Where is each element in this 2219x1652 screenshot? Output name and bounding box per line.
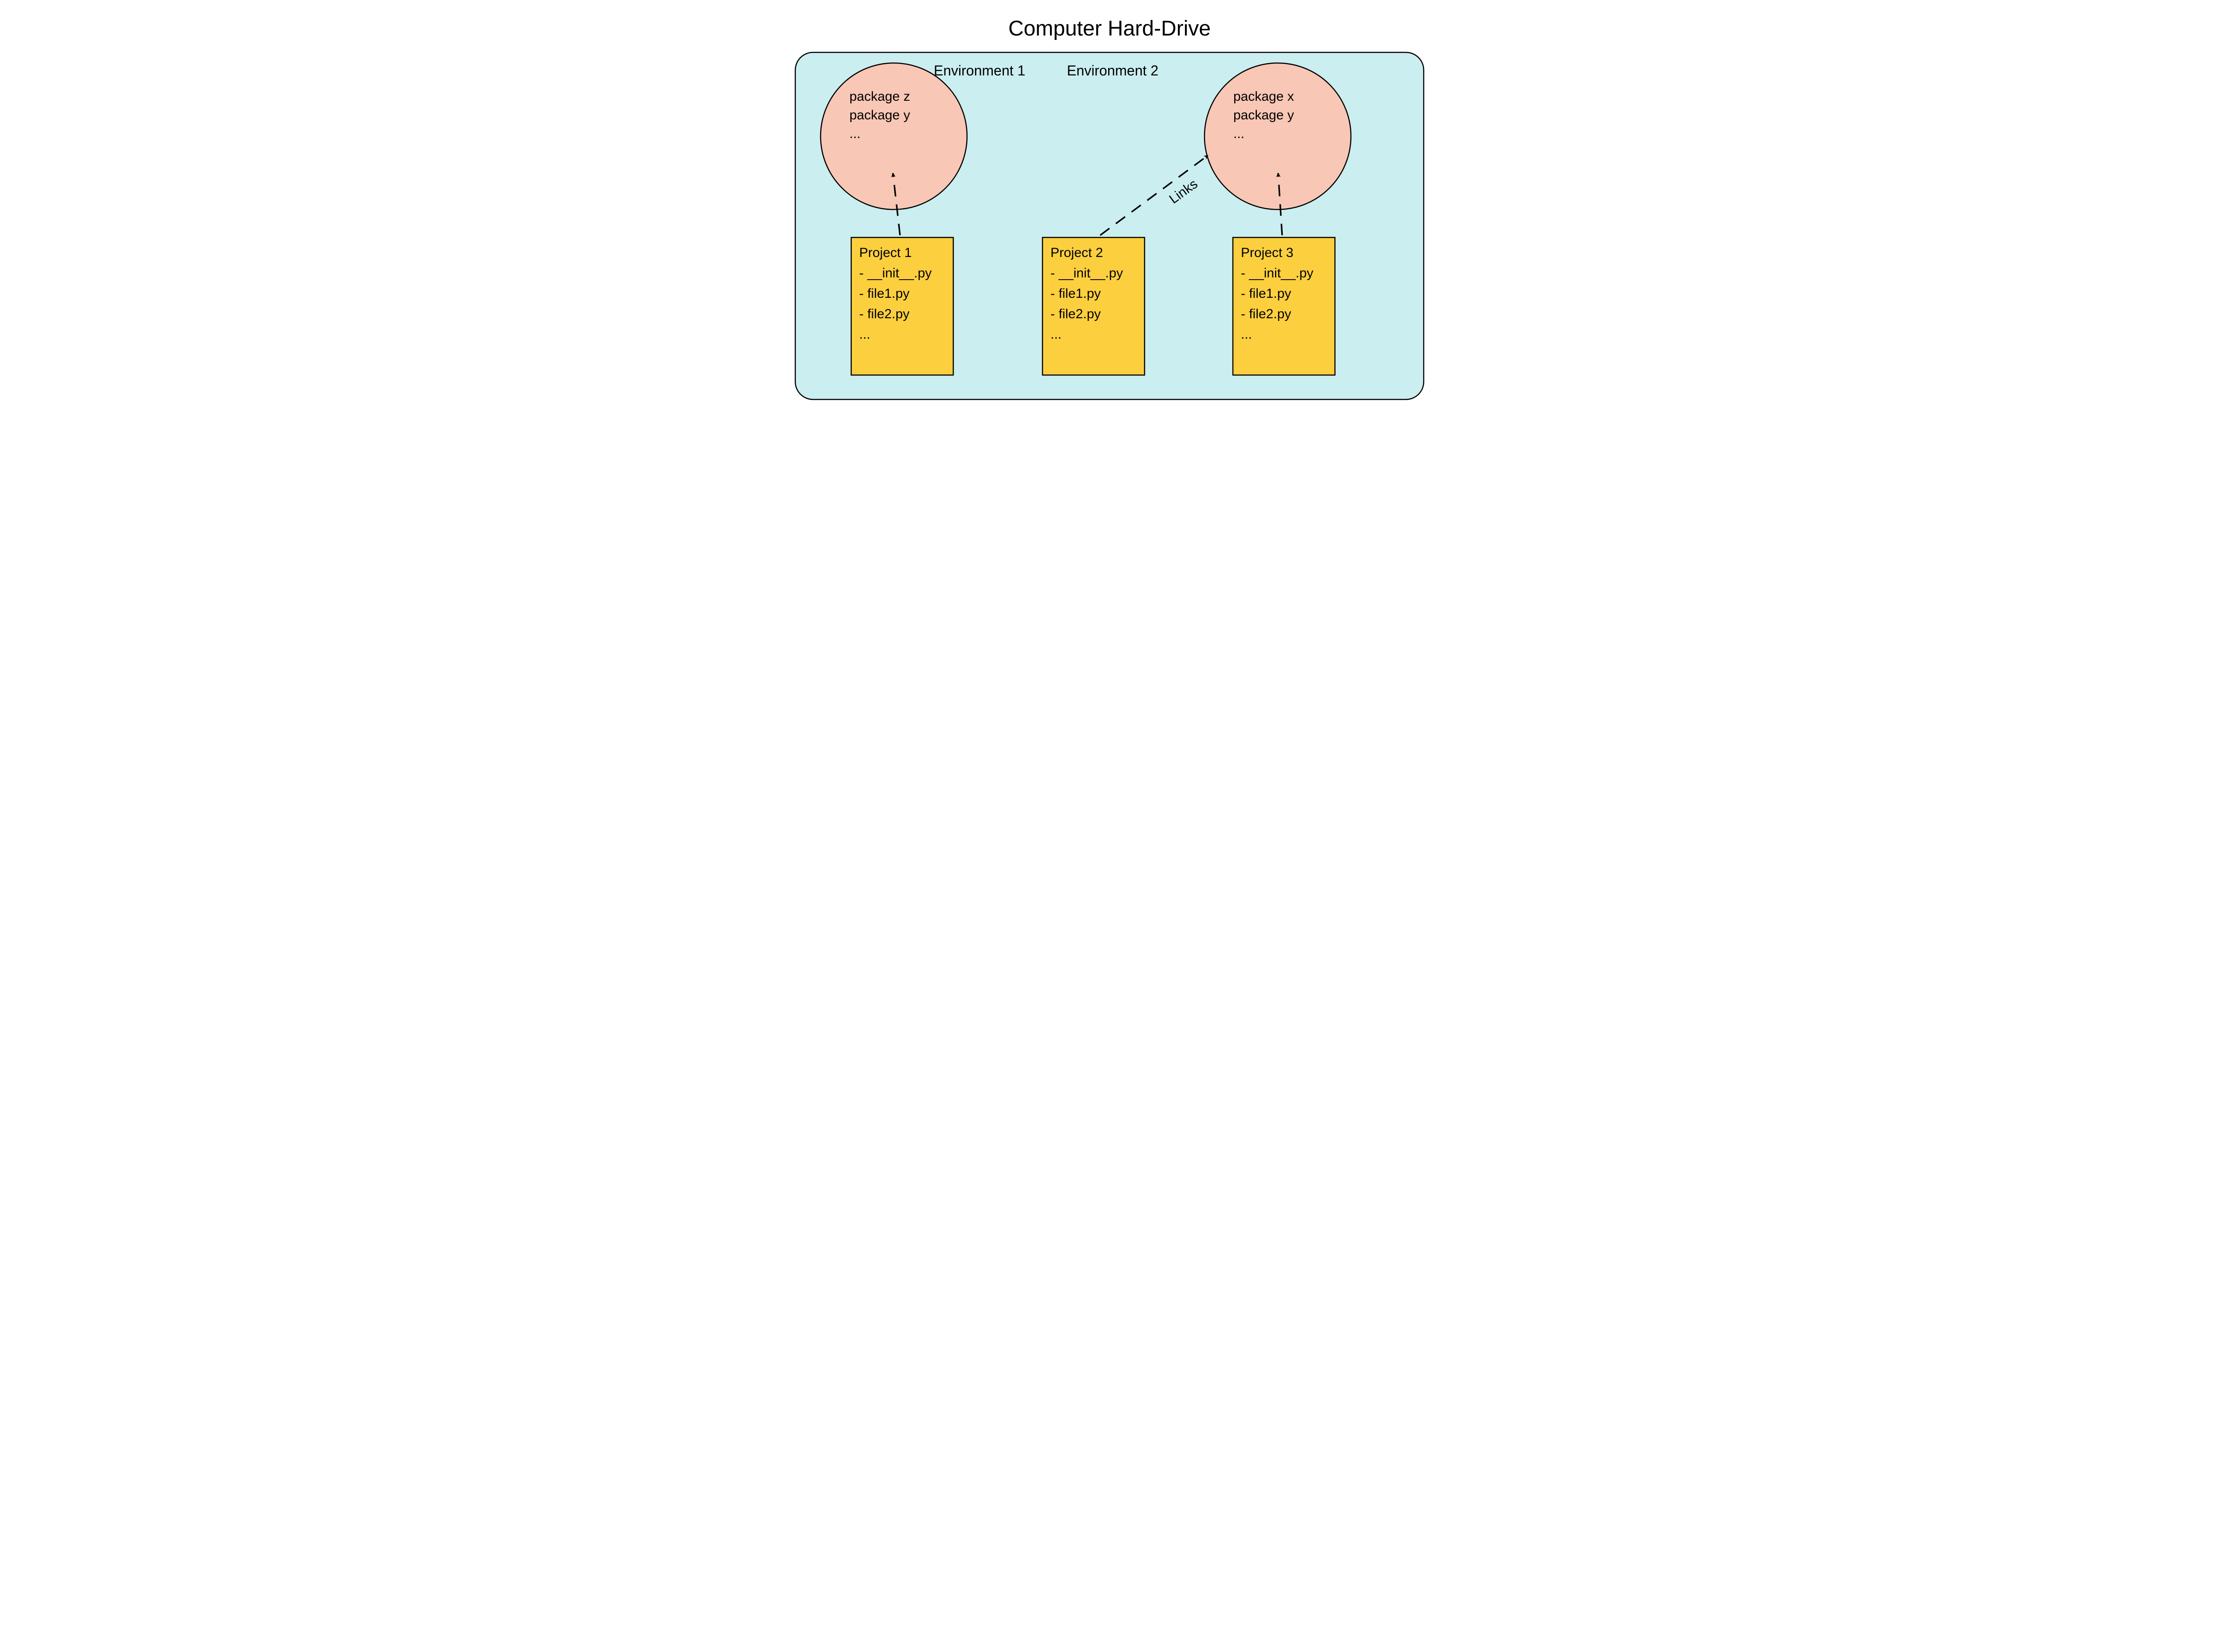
package-line: ... [849,126,861,141]
projects-group: Project 1 - __init__.py - file1.py - file2.… [851,237,1335,375]
environment-label-1: Environment 1 [934,63,1025,79]
project-title-3: Project 3 [1241,245,1293,260]
project-title-2: Project 2 [1050,245,1103,260]
project-file-line: - __init__.py [859,266,932,281]
project-file-line: - file2.py [1050,307,1101,321]
package-line: ... [1233,126,1244,141]
project-file-line: - file1.py [1241,286,1291,301]
project-file-line: - file2.py [1241,307,1291,321]
project-file-line: ... [1050,327,1062,342]
package-line: package z [849,89,910,104]
diagram-svg: Computer Hard-Drive Environment 1 package… [774,9,1445,422]
project-file-line: - file1.py [859,286,909,301]
package-line: package y [1233,108,1294,123]
package-line: package y [849,108,910,123]
package-line: package x [1233,89,1294,104]
environment-label-2: Environment 2 [1067,63,1158,79]
project-file-line: - file1.py [1050,286,1101,301]
project-file-line: - file2.py [859,307,909,321]
project-file-line: - __init__.py [1241,266,1313,281]
project-file-line: ... [1241,327,1252,342]
environment-circle-2 [1204,63,1351,209]
project-title-1: Project 1 [859,245,912,260]
project-file-line: ... [859,327,870,342]
diagram-root: Computer Hard-Drive Environment 1 package… [774,9,1445,422]
diagram-title: Computer Hard-Drive [1008,17,1210,40]
project-file-line: - __init__.py [1050,266,1123,281]
